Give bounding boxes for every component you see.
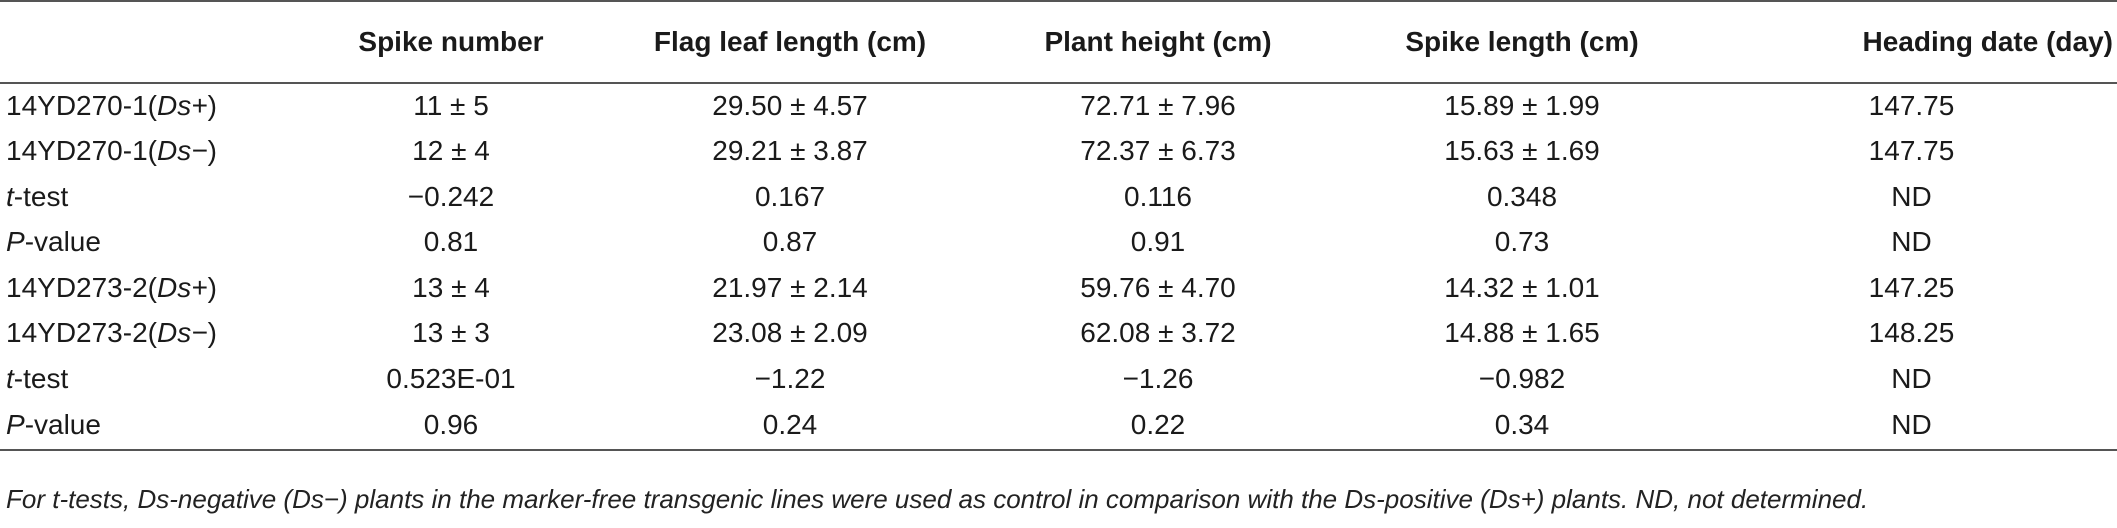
row-label-prefix: 14YD270-1( [6,90,157,122]
row-label-italic: P [6,409,25,440]
row-label-suffix: -test [13,180,69,212]
table-cell: ND [1891,226,1932,258]
table-cell: 13 ± 4 [412,271,490,303]
table-cell: 0.87 [762,226,818,258]
header-row-label [0,0,300,84]
table-row: P-value 0.96 0.24 0.22 0.34 ND [0,401,2117,451]
table-cell: −0.982 [1478,362,1566,394]
table-cell: −1.26 [1122,362,1194,394]
table-cell: 13 ± 3 [412,317,490,349]
table-row: P-value 0.81 0.87 0.91 0.73 ND [0,220,2117,266]
table-cell: −1.22 [754,362,826,394]
header-flag-leaf-length: Flag leaf length (cm) [602,0,978,84]
table-cell: 14.32 ± 1.01 [1444,271,1600,303]
table-cell: 21.97 ± 2.14 [712,271,868,303]
table-row: 14YD273-2(Ds+) 13 ± 4 21.97 ± 2.14 59.76 ± … [0,265,2117,311]
table-cell: 0.116 [1124,180,1192,212]
row-label-prefix: 14YD273-2( [6,271,157,303]
row-label-italic: Ds− [156,317,208,349]
table-cell: 0.34 [1338,401,1706,451]
header-spike-number: Spike number [300,0,602,84]
table-cell: ND [1891,362,1932,394]
table-footnote: For t-tests, Ds-negative (Ds−) plants in… [6,484,1869,514]
table-cell: 14.88 ± 1.65 [1444,317,1600,349]
row-label-suffix: ) [207,90,217,122]
row-label-suffix: ) [207,317,217,349]
table-row: t-test 0.523E-01 −1.22 −1.26 −0.982 ND [0,356,2117,402]
table-row: 14YD270-1(Ds+) 11 ± 5 29.50 ± 4.57 72.71 ± … [0,83,2117,129]
table-cell: 29.21 ± 3.87 [712,135,868,167]
table-cell: 72.71 ± 7.96 [1080,90,1236,122]
row-label-suffix: ) [207,135,217,167]
table-cell: 0.96 [300,401,602,451]
table-row: 14YD273-2(Ds−) 13 ± 3 23.08 ± 2.09 62.08 ± … [0,311,2117,357]
row-label-italic: P [6,226,25,258]
table-cell: 147.75 [1868,135,1955,167]
row-label-italic: t [6,180,14,212]
header-plant-height: Plant height (cm) [978,0,1338,84]
row-label: 14YD273-2(Ds−) [0,311,300,357]
row-label: P-value [0,401,300,451]
table-cell: 0.523E-01 [386,362,516,394]
table-cell: 11 ± 5 [413,90,489,122]
table-cell: −0.242 [407,180,495,212]
table-cell: 15.89 ± 1.99 [1444,90,1600,122]
row-label: 14YD273-2(Ds+) [0,265,300,311]
header-heading-date: Heading date (day) [1706,0,2117,84]
row-label-italic: Ds+ [156,90,208,122]
table-cell: 29.50 ± 4.57 [712,90,868,122]
row-label-suffix: -value [24,409,101,440]
table-cell: ND [1706,401,2117,451]
row-label-suffix: ) [207,271,217,303]
row-label-prefix: 14YD270-1( [6,135,157,167]
table-row: t-test −0.242 0.167 0.116 0.348 ND [0,174,2117,220]
table-cell: 12 ± 4 [412,135,490,167]
table-cell: 0.167 [754,180,826,212]
table-cell: 0.22 [978,401,1338,451]
header-row: Spike number Flag leaf length (cm) Plant… [0,0,2117,84]
row-label: 14YD270-1(Ds+) [0,83,300,129]
row-label-italic: Ds+ [156,271,208,303]
table-cell: 0.73 [1494,226,1550,258]
table-cell: 23.08 ± 2.09 [712,317,868,349]
row-label-suffix: -value [24,226,101,258]
table-cell: 0.348 [1486,180,1558,212]
table-cell: 72.37 ± 6.73 [1080,135,1236,167]
table-cell: 147.25 [1868,271,1955,303]
table-cell: 15.63 ± 1.69 [1444,135,1600,167]
table-cell: 147.75 [1868,90,1955,122]
header-spike-length: Spike length (cm) [1338,0,1706,84]
row-label: t-test [0,174,300,220]
row-label: 14YD270-1(Ds−) [0,129,300,175]
table-cell: 148.25 [1868,317,1955,349]
row-label-prefix: 14YD273-2( [6,317,157,349]
table-cell: ND [1891,180,1932,212]
table-cell: 59.76 ± 4.70 [1080,271,1236,303]
row-label-italic: Ds− [156,135,208,167]
row-label: P-value [0,220,300,266]
row-label-suffix: -test [13,362,69,394]
row-label-italic: t [6,362,14,394]
table-row: 14YD270-1(Ds−) 12 ± 4 29.21 ± 3.87 72.37 ± … [0,129,2117,175]
data-table: Spike number Flag leaf length (cm) Plant… [0,0,2117,451]
table-cell: 0.81 [423,226,479,258]
table-cell: 0.91 [1130,226,1186,258]
row-label: t-test [0,356,300,402]
table-cell: 62.08 ± 3.72 [1080,317,1236,349]
table-cell: 0.24 [602,401,978,451]
